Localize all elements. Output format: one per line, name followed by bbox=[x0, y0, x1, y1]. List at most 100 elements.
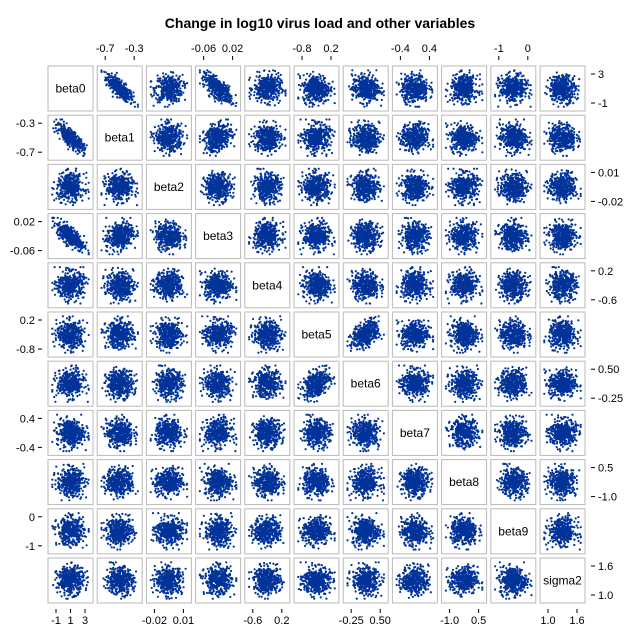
scatter-point bbox=[322, 75, 324, 77]
scatter-point bbox=[374, 93, 376, 95]
scatter-point bbox=[445, 89, 447, 91]
scatter-point bbox=[301, 83, 303, 85]
scatter-point bbox=[173, 100, 175, 102]
scatter-point bbox=[309, 96, 311, 98]
scatter-point bbox=[461, 87, 463, 89]
scatter-point bbox=[406, 88, 408, 90]
scatter-point bbox=[368, 74, 370, 76]
scatter-point bbox=[277, 81, 279, 83]
scatter-point bbox=[409, 94, 411, 96]
scatter-point bbox=[166, 90, 168, 92]
scatter-point bbox=[461, 99, 463, 101]
scatter-point bbox=[162, 72, 164, 74]
scatter-point bbox=[473, 98, 475, 100]
scatter-point bbox=[416, 106, 418, 108]
scatter-point bbox=[359, 102, 361, 104]
scatter-point bbox=[449, 94, 451, 96]
scatter-point bbox=[169, 94, 171, 96]
scatter-point bbox=[426, 82, 428, 84]
scatter-point bbox=[416, 85, 418, 87]
scatter-point bbox=[257, 97, 259, 99]
scatter-point bbox=[131, 96, 133, 98]
scatter-point bbox=[454, 94, 456, 96]
scatter-point bbox=[309, 85, 311, 87]
scatter-point bbox=[309, 87, 311, 89]
scatter-point bbox=[228, 96, 230, 98]
scatter-point bbox=[204, 76, 206, 78]
scatter-point bbox=[259, 93, 261, 95]
scatter-point bbox=[469, 69, 471, 71]
scatter-point bbox=[226, 93, 228, 95]
scatter-point bbox=[409, 88, 411, 90]
scatter-point bbox=[134, 106, 136, 108]
scatter-point bbox=[405, 80, 407, 82]
scatter-point bbox=[178, 84, 180, 86]
scatter-point bbox=[118, 90, 120, 92]
scatter-point bbox=[255, 97, 257, 99]
scatter-point bbox=[324, 92, 326, 94]
scatter-point bbox=[366, 79, 368, 81]
scatter-point bbox=[369, 98, 371, 100]
scatter-point bbox=[379, 87, 381, 89]
scatter-point bbox=[452, 99, 454, 101]
scatter-point bbox=[475, 96, 477, 98]
scatter-point bbox=[111, 83, 113, 85]
scatter-point bbox=[163, 96, 165, 98]
scatter-point bbox=[235, 105, 237, 107]
scatter-point bbox=[425, 79, 427, 81]
scatter-point bbox=[174, 86, 176, 88]
scatter-point bbox=[132, 91, 134, 93]
scatter-point bbox=[402, 97, 404, 99]
scatter-point bbox=[380, 105, 382, 107]
scatter-point bbox=[225, 86, 227, 88]
scatter-point bbox=[284, 94, 286, 96]
scatter-point bbox=[430, 82, 432, 84]
scatter-point bbox=[372, 74, 374, 76]
scatter-point bbox=[258, 82, 260, 84]
scatter-point bbox=[303, 99, 305, 101]
scatter-point bbox=[307, 90, 309, 92]
scatter-point bbox=[222, 86, 224, 88]
scatter-point bbox=[225, 95, 227, 97]
scatter-point bbox=[451, 97, 453, 99]
scatter-point bbox=[235, 94, 237, 96]
scatter-point bbox=[318, 81, 320, 83]
scatter-point bbox=[530, 94, 532, 96]
scatter-point bbox=[316, 93, 318, 95]
scatter-point bbox=[424, 86, 426, 88]
scatter-point bbox=[428, 88, 430, 90]
scatter-point bbox=[116, 96, 118, 98]
scatter-point bbox=[451, 87, 453, 89]
scatter-point bbox=[270, 95, 272, 97]
scatter-point bbox=[361, 78, 363, 80]
scatter-point bbox=[167, 106, 169, 108]
scatter-point bbox=[180, 80, 182, 82]
scatter-point bbox=[460, 83, 462, 85]
scatter-point bbox=[352, 83, 354, 85]
scatter-point bbox=[115, 84, 117, 86]
scatter-point bbox=[403, 83, 405, 85]
scatter-point bbox=[116, 72, 118, 74]
scatter-point bbox=[422, 86, 424, 88]
scatter-point bbox=[368, 102, 370, 104]
scatter-point bbox=[478, 85, 480, 87]
scatter-point bbox=[369, 100, 371, 102]
scatter-point bbox=[463, 73, 465, 75]
scatter-point bbox=[213, 81, 215, 83]
scatter-point bbox=[170, 101, 172, 103]
scatter-point bbox=[227, 89, 229, 91]
scatter-point bbox=[225, 88, 227, 90]
scatter-point bbox=[457, 86, 459, 88]
scatter-point bbox=[258, 71, 260, 73]
scatter-point bbox=[416, 96, 418, 98]
scatter-point bbox=[383, 90, 385, 92]
scatter-point bbox=[175, 100, 177, 102]
scatter-point bbox=[111, 72, 113, 74]
scatter-point bbox=[162, 84, 164, 86]
scatter-point bbox=[215, 89, 217, 91]
scatter-point bbox=[308, 106, 310, 108]
scatter-point bbox=[209, 90, 211, 92]
scatter-point bbox=[112, 91, 114, 93]
scatter-point bbox=[208, 74, 210, 76]
